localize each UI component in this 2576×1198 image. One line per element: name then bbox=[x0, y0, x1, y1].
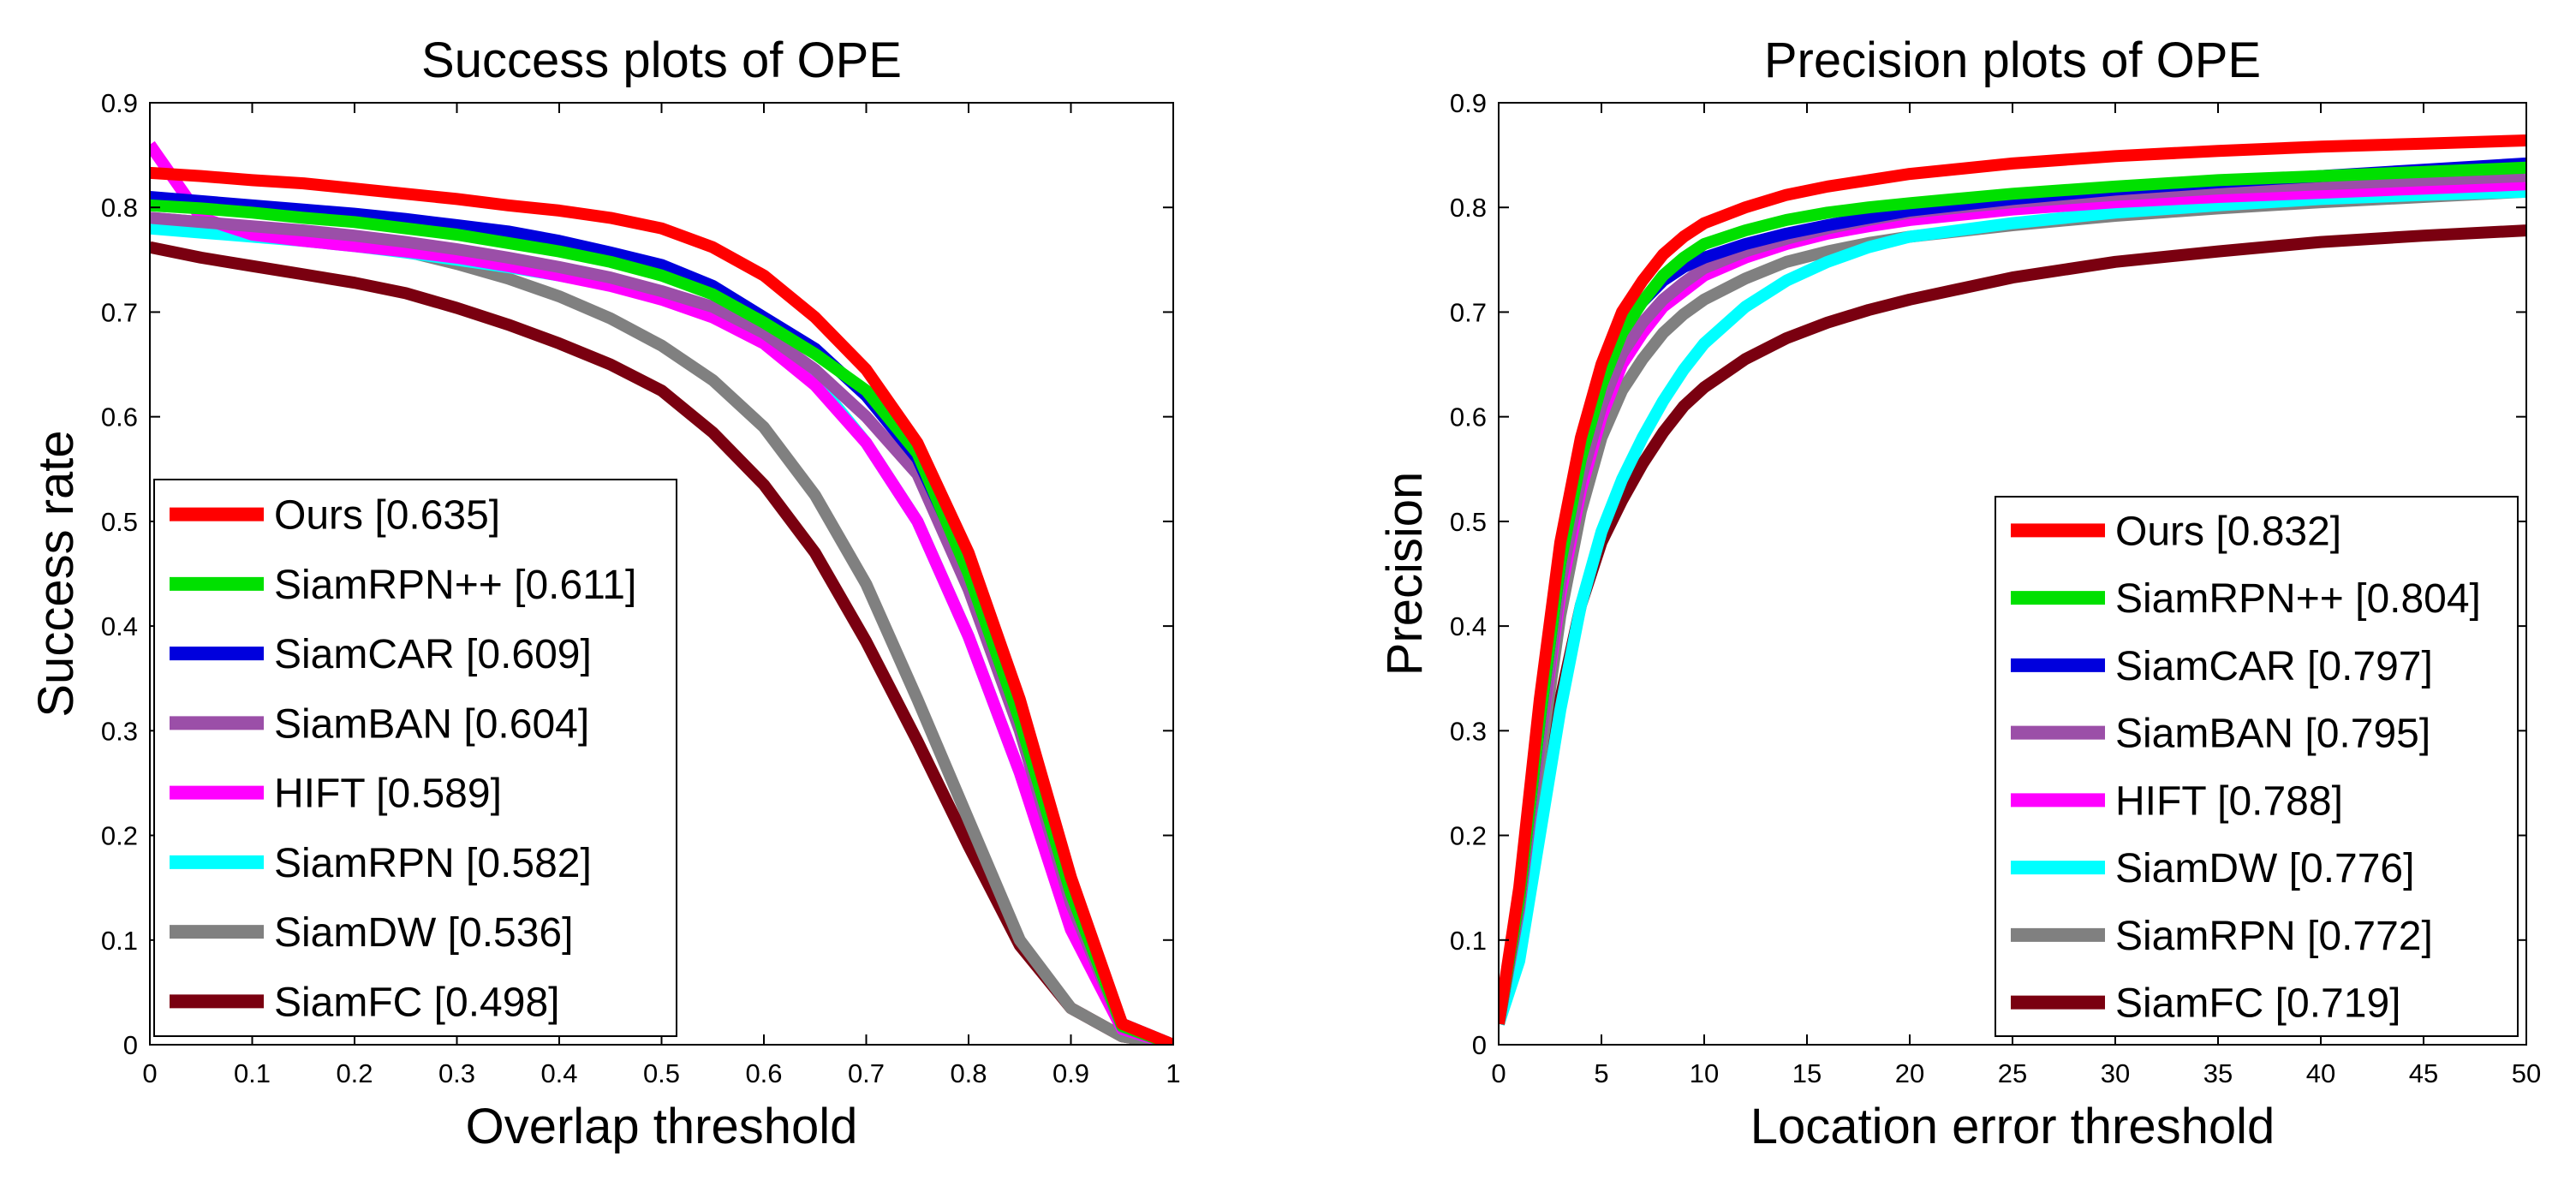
x-tick-label: 30 bbox=[2101, 1058, 2130, 1088]
series-group bbox=[1499, 134, 2526, 1026]
y-tick-label: 0.9 bbox=[1450, 88, 1487, 118]
y-tick-label: 0.8 bbox=[1450, 193, 1487, 223]
legend-entry: SiamRPN [0.772] bbox=[2115, 914, 2433, 959]
legend-entry: SiamCAR [0.797] bbox=[2115, 644, 2433, 689]
series-line-0 bbox=[150, 166, 1173, 1045]
y-tick-label: 0.1 bbox=[101, 926, 138, 956]
y-tick-label: 0.4 bbox=[101, 611, 138, 641]
x-tick-label: 5 bbox=[1594, 1058, 1608, 1088]
x-axis-label: Overlap threshold bbox=[466, 1099, 858, 1154]
y-tick-label: 0.3 bbox=[101, 716, 138, 746]
series-group bbox=[150, 140, 1173, 1045]
legend-entry: SiamRPN [0.582] bbox=[274, 841, 592, 886]
series-line-4 bbox=[150, 140, 1173, 1045]
legend-entry: SiamFC [0.498] bbox=[274, 980, 559, 1025]
x-tick-label: 20 bbox=[1895, 1058, 1924, 1088]
x-tick-label: 0 bbox=[1491, 1058, 1506, 1088]
legend-entry: SiamCAR [0.609] bbox=[274, 632, 592, 677]
x-axis-label: Location error threshold bbox=[1750, 1099, 2275, 1154]
x-tick-label: 10 bbox=[1690, 1058, 1719, 1088]
x-tick-label: 0.7 bbox=[848, 1058, 885, 1088]
x-tick-label: 45 bbox=[2409, 1058, 2438, 1088]
legend-box bbox=[153, 479, 677, 1037]
series-line-0 bbox=[1499, 134, 2526, 1025]
legend-entry: HIFT [0.788] bbox=[2115, 778, 2343, 824]
y-tick-label: 0.5 bbox=[101, 507, 138, 537]
x-tick-label: 0.4 bbox=[540, 1058, 577, 1088]
x-tick-label: 0 bbox=[142, 1058, 157, 1088]
legend: Ours [0.832] SiamRPN++ [0.804] SiamCAR [0.… bbox=[1995, 496, 2519, 1037]
x-tick-label: 0.5 bbox=[643, 1058, 680, 1088]
x-tick-label: 50 bbox=[2512, 1058, 2541, 1088]
y-tick-label: 0.3 bbox=[1450, 716, 1487, 746]
series-line-1 bbox=[150, 199, 1173, 1045]
y-tick-label: 0 bbox=[123, 1030, 138, 1060]
x-tick-label: 25 bbox=[1998, 1058, 2027, 1088]
x-tick-label: 0.1 bbox=[234, 1058, 271, 1088]
x-tick-label: 35 bbox=[2203, 1058, 2233, 1088]
x-tick-label: 1 bbox=[1166, 1058, 1180, 1088]
x-tick-label: 0.2 bbox=[336, 1058, 373, 1088]
x-tick-label: 40 bbox=[2306, 1058, 2335, 1088]
y-tick-label: 0.8 bbox=[101, 193, 138, 223]
x-tick-label: 0.6 bbox=[745, 1058, 782, 1088]
legend-entry: SiamBAN [0.604] bbox=[274, 701, 589, 747]
legend: Ours [0.635] SiamRPN++ [0.611] SiamCAR [0.… bbox=[153, 479, 677, 1037]
legend-entry: SiamFC [0.719] bbox=[2115, 981, 2400, 1027]
legend-entry: Ours [0.832] bbox=[2115, 509, 2341, 554]
legend-entry: SiamDW [0.536] bbox=[274, 910, 573, 956]
legend-box bbox=[1995, 496, 2519, 1037]
y-tick-label: 0.7 bbox=[1450, 297, 1487, 327]
y-tick-label: 0.6 bbox=[1450, 402, 1487, 432]
chart-title: Precision plots of OPE bbox=[1764, 33, 2261, 88]
y-tick-label: 0.6 bbox=[101, 402, 138, 432]
y-tick-label: 0.9 bbox=[101, 88, 138, 118]
legend-entry: SiamRPN++ [0.611] bbox=[274, 563, 636, 608]
y-tick-label: 0.2 bbox=[1450, 821, 1487, 851]
series-line-5 bbox=[1499, 185, 2526, 1026]
legend-entry: SiamDW [0.776] bbox=[2115, 846, 2414, 891]
y-tick-label: 0.1 bbox=[1450, 926, 1487, 956]
success-plot: Success plots of OPE 0 0.1 0.2 0.3 0.4 0.5 0.6 0… bbox=[28, 33, 1181, 1154]
y-axis-label: Success rate bbox=[28, 430, 84, 717]
x-tick-label: 0.9 bbox=[1052, 1058, 1089, 1088]
legend-entry: HIFT [0.589] bbox=[274, 772, 502, 817]
legend-entry: SiamBAN [0.795] bbox=[2115, 712, 2430, 757]
y-tick-label: 0.4 bbox=[1450, 611, 1487, 641]
y-tick-label: 0.2 bbox=[101, 821, 138, 851]
x-tick-label: 15 bbox=[1792, 1058, 1822, 1088]
precision-plot: Precision plots of OPE 0 5 10 15 20 25 30 35 40 45… bbox=[1377, 33, 2541, 1154]
y-axis-label: Precision bbox=[1377, 472, 1433, 676]
y-tick-label: 0 bbox=[1472, 1030, 1487, 1060]
y-tick-label: 0.5 bbox=[1450, 507, 1487, 537]
legend-entry: Ours [0.635] bbox=[274, 493, 500, 539]
x-tick-label: 0.8 bbox=[950, 1058, 987, 1088]
x-tick-label: 0.3 bbox=[438, 1058, 475, 1088]
y-tick-label: 0.7 bbox=[101, 297, 138, 327]
chart-title: Success plots of OPE bbox=[421, 33, 902, 88]
legend-entry: SiamRPN++ [0.804] bbox=[2115, 576, 2481, 622]
